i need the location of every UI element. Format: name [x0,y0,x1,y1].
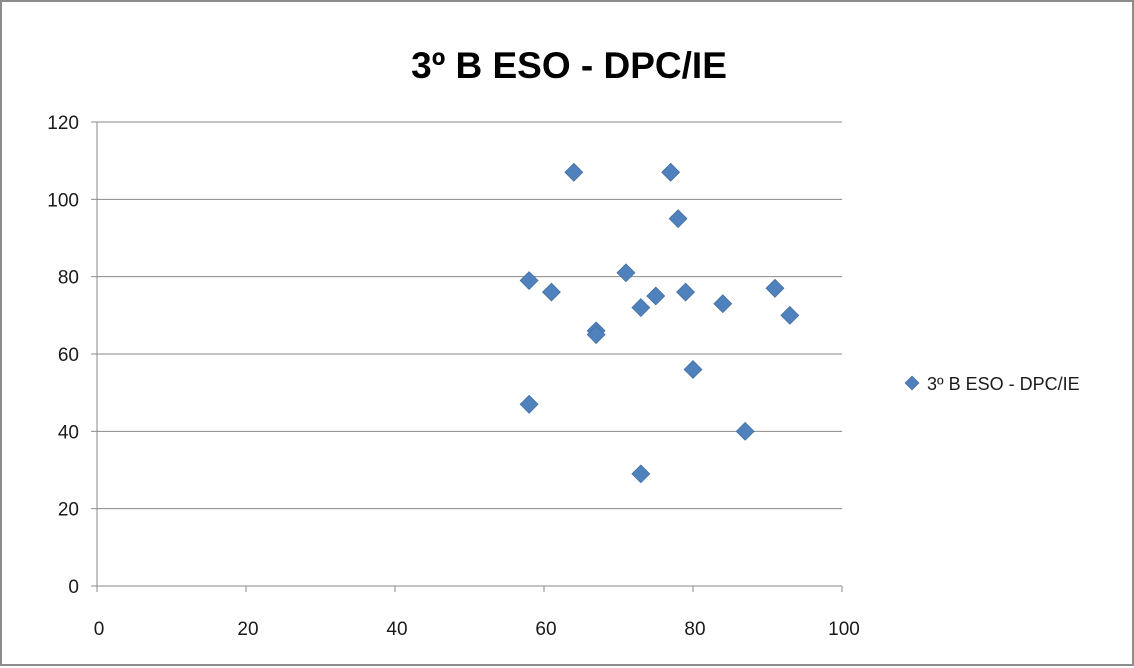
chart-title: 3º B ESO - DPC/IE [411,45,727,86]
data-points [519,162,800,484]
data-point [661,162,681,182]
x-tick-label: 60 [535,619,556,640]
x-tick-label: 100 [828,619,860,640]
y-tick-label: 120 [47,113,79,134]
y-tick-label: 40 [58,422,79,443]
x-tick-label: 40 [386,619,407,640]
y-tick-label: 0 [68,577,79,598]
data-point [631,464,651,484]
data-point [780,305,800,325]
data-point [646,286,666,306]
y-tick-label: 100 [47,190,79,211]
y-tick-label: 20 [58,500,79,521]
x-tick-label: 0 [94,619,105,640]
data-point [765,278,785,298]
data-point [542,282,561,302]
gridlines [97,121,842,587]
axes: 0 20 40 60 80 100 120 0 20 40 60 80 100 [47,113,860,640]
data-point [519,271,539,290]
data-point [676,282,695,302]
x-tick-label: 80 [684,619,705,640]
data-point [683,360,703,379]
legend-label: 3º B ESO - DPC/IE [927,374,1080,394]
legend-marker-icon [904,375,920,391]
data-point [713,294,733,314]
x-tick-label: 20 [237,619,258,640]
data-point [616,263,636,283]
legend: 3º B ESO - DPC/IE [904,374,1080,394]
data-point [735,421,755,441]
data-point [631,298,651,318]
data-point [668,209,688,229]
y-tick-label: 60 [58,345,79,366]
data-point [586,325,606,345]
y-tick-label: 80 [58,268,79,289]
data-point [564,162,584,182]
data-point [519,394,539,414]
